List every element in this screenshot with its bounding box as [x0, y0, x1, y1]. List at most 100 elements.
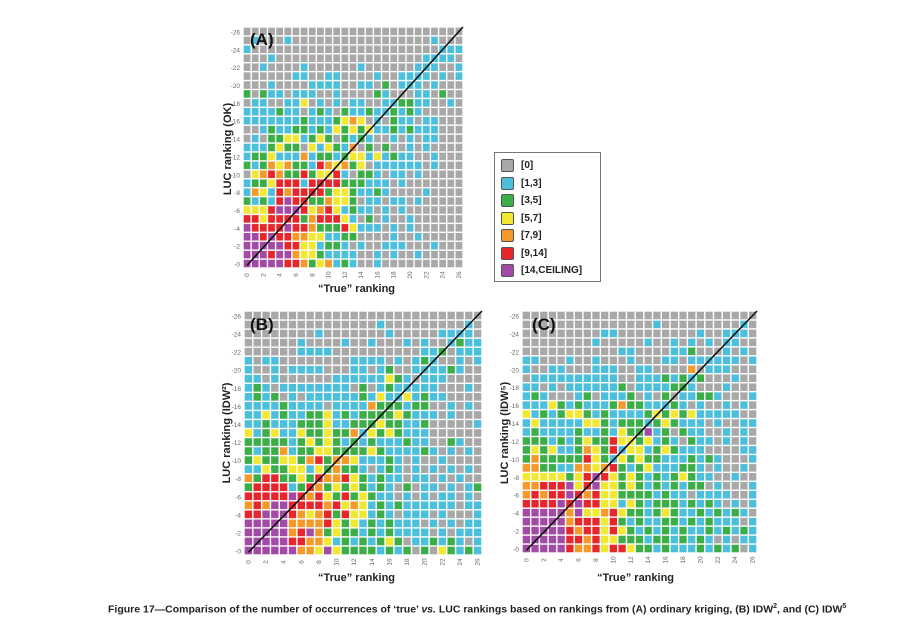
heatmap-cell	[325, 259, 332, 268]
heatmap-cell	[635, 338, 644, 347]
heatmap-cell	[297, 411, 305, 419]
y-tick-label: -4	[234, 226, 240, 233]
heatmap-cell	[740, 490, 748, 499]
heatmap-cell	[679, 473, 687, 481]
heatmap-cell	[325, 188, 332, 196]
heatmap-cell	[262, 519, 270, 528]
heatmap-cell	[473, 393, 482, 401]
heatmap-cell	[714, 392, 722, 400]
heatmap-cell	[670, 535, 678, 544]
heatmap-cell	[574, 482, 583, 490]
heatmap-cell	[522, 499, 530, 508]
heatmap-cell	[279, 329, 288, 338]
heatmap-cell	[574, 455, 583, 463]
heatmap-cell	[376, 501, 385, 510]
heatmap-cell	[627, 347, 635, 356]
heatmap-cell	[374, 90, 381, 98]
heatmap-cell	[592, 401, 600, 409]
y-tick-label: -4	[235, 512, 241, 519]
heatmap-cell	[618, 374, 626, 382]
heatmap-cell	[592, 365, 600, 374]
heatmap-cell	[253, 356, 261, 365]
heatmap-cell	[455, 108, 463, 116]
heatmap-cell	[284, 134, 292, 143]
heatmap-cell	[455, 179, 463, 187]
heatmap-cell	[431, 224, 438, 232]
heatmap-cell	[456, 429, 464, 437]
heatmap-cell	[696, 338, 705, 347]
heatmap-cell	[300, 108, 308, 116]
heatmap-cell	[447, 72, 455, 80]
heatmap-cell	[661, 329, 670, 338]
heatmap-cell	[374, 241, 381, 250]
heatmap-cell	[627, 473, 635, 481]
heatmap-cell	[438, 528, 447, 537]
heatmap-cell	[268, 170, 275, 179]
heatmap-cell	[531, 499, 539, 508]
heatmap-cell	[705, 329, 713, 338]
heatmap-cell	[403, 492, 411, 501]
heatmap-cell	[540, 365, 548, 374]
heatmap-cell	[688, 356, 696, 365]
heatmap-cell	[324, 456, 332, 464]
heatmap-cell	[583, 455, 591, 463]
heatmap-cell	[456, 438, 464, 446]
heatmap-cell	[332, 492, 341, 501]
heatmap-cell	[456, 474, 464, 483]
heatmap-cell	[421, 311, 429, 320]
heatmap-cell	[644, 392, 652, 400]
heatmap-cell	[670, 428, 678, 436]
heatmap-cell	[431, 152, 438, 161]
heatmap-cell	[268, 81, 275, 89]
heatmap-cell	[592, 356, 600, 365]
heatmap-cell	[317, 215, 324, 223]
heatmap-cell	[288, 474, 297, 483]
heatmap-cell	[422, 233, 430, 241]
heatmap-cell	[609, 374, 618, 382]
heatmap-cell	[271, 501, 279, 510]
heatmap-cell	[618, 419, 626, 427]
heatmap-cell	[644, 508, 652, 517]
heatmap-cell	[357, 72, 365, 80]
heatmap-cell	[548, 329, 557, 338]
heatmap-cell	[414, 27, 422, 36]
heatmap-cell	[341, 54, 349, 63]
heatmap-cell	[447, 63, 455, 71]
heatmap-cell	[308, 116, 316, 125]
heatmap-cell	[284, 108, 292, 116]
heatmap-cell	[244, 356, 253, 365]
heatmap-cell	[315, 528, 323, 537]
heatmap-cell	[284, 63, 292, 71]
heatmap-cell	[365, 161, 373, 170]
heatmap-cell	[601, 517, 609, 526]
heatmap-cell	[279, 320, 288, 329]
heatmap-cell	[406, 170, 414, 179]
heatmap-cell	[308, 161, 316, 170]
heatmap-cell	[349, 125, 357, 134]
heatmap-cell	[376, 537, 385, 546]
heatmap-cell	[253, 492, 261, 501]
heatmap-cell	[722, 347, 731, 356]
heatmap-cell	[688, 526, 696, 535]
heatmap-cell	[359, 329, 367, 338]
heatmap-cell	[731, 383, 739, 391]
heatmap-cell	[679, 410, 687, 418]
heatmap-cell	[722, 401, 731, 409]
heatmap-cell	[431, 108, 438, 116]
heatmap-cell	[566, 383, 574, 391]
heatmap-cell	[292, 116, 300, 125]
heatmap-cell	[592, 464, 600, 472]
heatmap-cell	[531, 365, 539, 374]
heatmap-cell	[288, 384, 297, 392]
heatmap-cell	[731, 446, 739, 454]
heatmap-cell	[385, 356, 394, 365]
heatmap-cell	[376, 402, 385, 410]
heatmap-cell	[653, 356, 661, 365]
heatmap-cell	[455, 215, 463, 223]
y-tick-label: -0	[235, 548, 241, 555]
y-tick-label: -16	[510, 403, 520, 410]
heatmap-cell	[349, 54, 357, 63]
heatmap-cell	[414, 36, 422, 45]
heatmap-cell	[374, 63, 381, 71]
heatmap-cell	[740, 544, 748, 553]
